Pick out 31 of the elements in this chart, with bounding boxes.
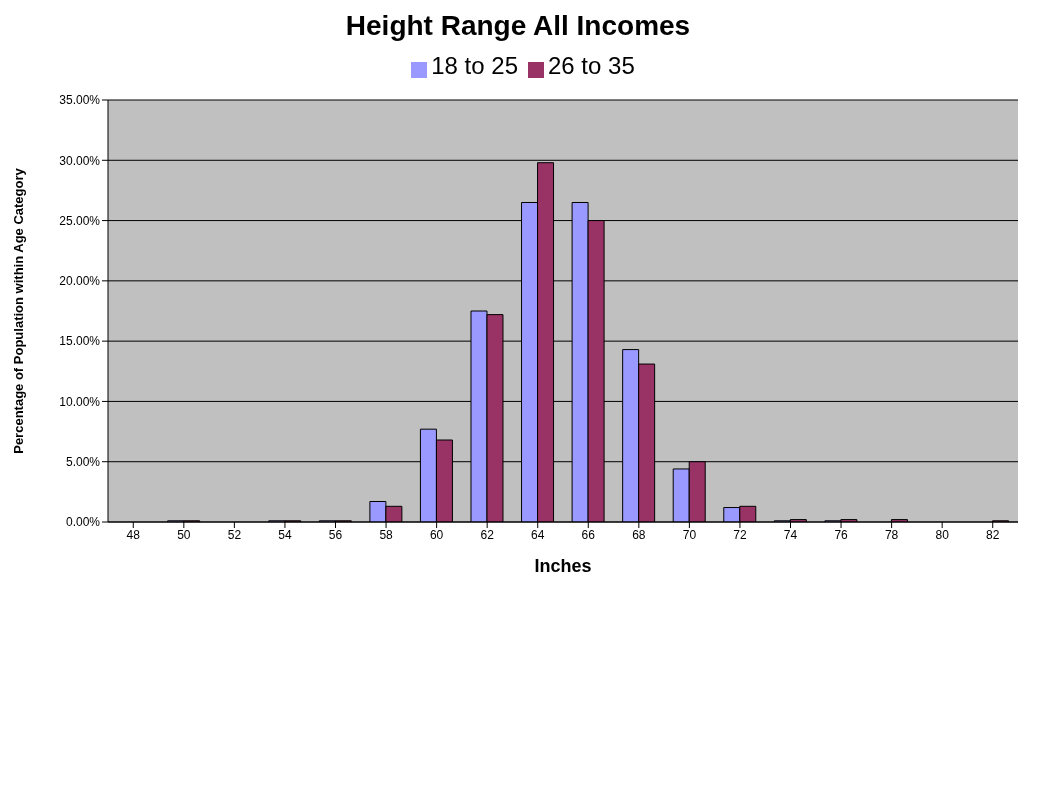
y-tick-label: 35.00% bbox=[59, 93, 101, 108]
x-tick-label: 82 bbox=[986, 527, 1000, 542]
x-tick-label: 68 bbox=[632, 527, 646, 542]
x-tick-label: 66 bbox=[581, 527, 596, 542]
y-axis-title: Percentage of Population within Age Category bbox=[10, 167, 26, 454]
y-tick-label: 25.00% bbox=[59, 213, 101, 228]
x-tick-label: 60 bbox=[429, 527, 444, 542]
x-tick-label: 72 bbox=[733, 527, 747, 542]
x-tick-label: 50 bbox=[177, 527, 191, 542]
x-tick-label: 76 bbox=[834, 527, 849, 542]
x-tick-label: 54 bbox=[278, 527, 292, 542]
x-axis-title: Inches bbox=[534, 556, 592, 576]
x-tick-label: 62 bbox=[480, 527, 495, 542]
y-tick-label: 5.00% bbox=[65, 454, 101, 469]
x-tick-label: 52 bbox=[227, 527, 242, 542]
legend-label: 18 to 25 bbox=[431, 52, 518, 79]
x-tick-label: 56 bbox=[328, 527, 343, 542]
legend-label: 26 to 35 bbox=[548, 52, 635, 79]
y-tick-label: 20.00% bbox=[59, 274, 101, 289]
x-tick-label: 70 bbox=[682, 527, 697, 542]
y-tick-label: 15.00% bbox=[59, 334, 101, 349]
chart-title: Height Range All Incomes bbox=[344, 10, 692, 42]
x-tick-label: 74 bbox=[783, 527, 798, 542]
y-tick-label: 0.00% bbox=[65, 515, 101, 530]
x-tick-label: 48 bbox=[126, 527, 141, 542]
y-tick-label: 30.00% bbox=[59, 153, 101, 168]
x-tick-label: 64 bbox=[531, 527, 545, 542]
x-tick-label: 58 bbox=[379, 527, 394, 542]
x-tick-label: 80 bbox=[935, 527, 950, 542]
y-tick-label: 10.00% bbox=[59, 394, 101, 409]
x-tick-label: 78 bbox=[884, 527, 899, 542]
